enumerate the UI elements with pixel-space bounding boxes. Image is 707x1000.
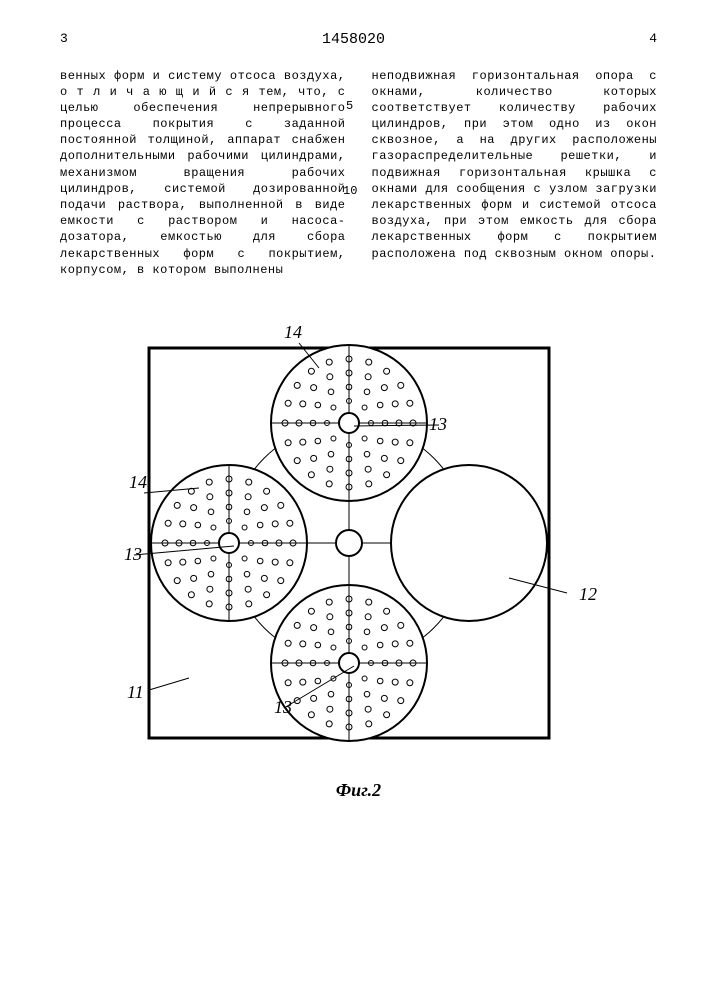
document-number: 1458020	[322, 30, 385, 50]
text-columns: венных форм и систему отсоса воздуха, о …	[60, 68, 657, 278]
patent-page: 1458020 3 4 5 10 венных форм и систему о…	[0, 0, 707, 1000]
svg-text:13: 13	[124, 544, 142, 564]
left-column-text: венных форм и систему отсоса воздуха, о …	[60, 68, 346, 278]
figure-svg: 14 13 14 13 13 11 12	[89, 318, 629, 768]
figure-caption: Фиг.2	[60, 778, 657, 802]
left-column-number: 3	[60, 30, 68, 48]
figure-2: 14 13 14 13 13 11 12 Фиг.2	[60, 318, 657, 802]
line-marker-10: 10	[343, 183, 357, 199]
svg-text:14: 14	[129, 472, 147, 492]
svg-text:13: 13	[274, 697, 292, 717]
right-column-number: 4	[649, 30, 657, 48]
svg-text:13: 13	[429, 414, 447, 434]
svg-text:12: 12	[579, 584, 597, 604]
line-marker-5: 5	[346, 98, 353, 114]
svg-text:14: 14	[284, 322, 302, 342]
right-column-text: неподвижная горизонтальная опора с окнам…	[372, 68, 658, 278]
svg-text:11: 11	[127, 682, 144, 702]
